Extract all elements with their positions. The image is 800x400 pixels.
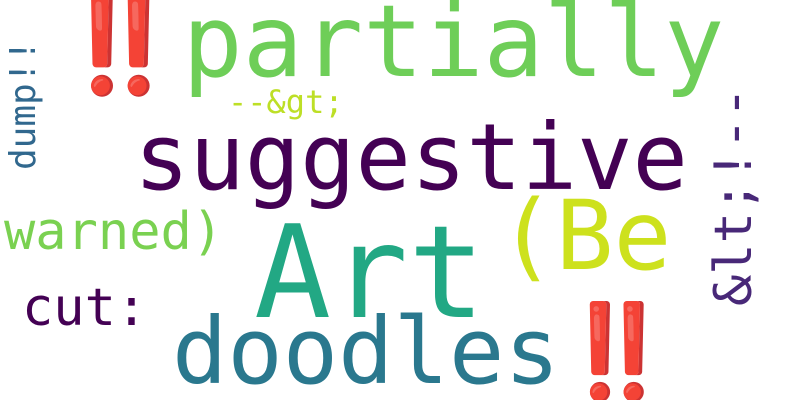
word-art: Art	[254, 199, 486, 348]
word-gt-arrow: --&gt;	[228, 83, 344, 121]
word-warned: warned)	[4, 202, 224, 262]
word-cut: cut:	[22, 278, 148, 338]
word-partially: ‼️partially	[58, 0, 725, 100]
word-doodles: doodles‼️	[172, 298, 675, 400]
word-lt-comment: &lt;!--	[704, 86, 764, 306]
word-be: (Be	[498, 180, 672, 292]
word-dump: dump!!	[3, 39, 44, 170]
word-suggestive: suggestive	[134, 104, 688, 211]
